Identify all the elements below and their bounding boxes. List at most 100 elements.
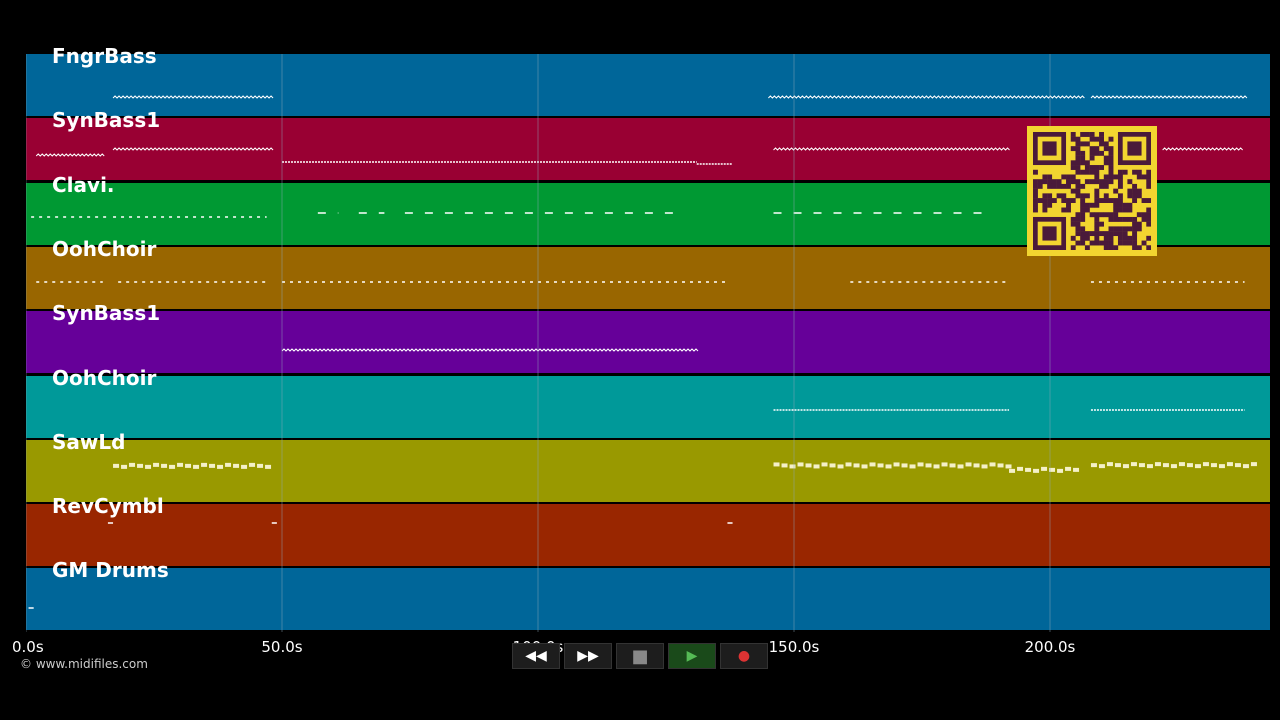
qr-module [1132, 231, 1138, 237]
qr-module [1066, 183, 1071, 189]
qr-module [1089, 240, 1095, 246]
qr-module [1042, 207, 1048, 213]
qr-module [1051, 179, 1057, 185]
qr-module [1070, 136, 1076, 142]
play-button[interactable]: ▶ [668, 643, 716, 669]
qr-module [1080, 212, 1086, 218]
qr-module [1103, 235, 1109, 241]
qr-code-icon [1033, 132, 1151, 250]
note-region [31, 211, 984, 218]
qr-module [1094, 188, 1100, 194]
qr-module [1042, 198, 1048, 203]
transport-controls: ◀◀ ▶▶ ■ ▶ ● [510, 643, 770, 669]
qr-module [1146, 221, 1151, 227]
qr-module [1061, 183, 1067, 189]
qr-module [1141, 212, 1147, 218]
qr-module [1066, 207, 1071, 213]
qr-module [1070, 165, 1076, 170]
qr-module [1099, 136, 1104, 142]
qr-module [1070, 160, 1076, 166]
qr-module [1117, 216, 1123, 222]
rewind-button[interactable]: ◀◀ [512, 643, 560, 669]
qr-module [1146, 235, 1151, 241]
qr-module [1061, 193, 1067, 199]
note-block [1178, 461, 1185, 466]
qr-module [1099, 231, 1104, 237]
note-block [1242, 463, 1249, 468]
note-block [877, 463, 884, 468]
qr-module [1136, 226, 1142, 232]
qr-module [1070, 221, 1076, 227]
qr-module [1089, 132, 1095, 137]
qr-module [1070, 132, 1076, 137]
qr-module [1075, 193, 1081, 199]
qr-module [1094, 146, 1100, 152]
qr-module [1113, 216, 1119, 222]
qr-module [1099, 183, 1104, 189]
qr-module [1094, 174, 1100, 180]
qr-module [1099, 165, 1104, 170]
qr-module [1108, 160, 1114, 166]
qr-module [1070, 146, 1076, 152]
qr-module [1108, 212, 1114, 218]
note-region [36, 281, 1245, 283]
note-block [177, 462, 184, 467]
track-lane[interactable]: OohChoir [26, 366, 1270, 438]
qr-module [1037, 198, 1043, 203]
qr-module [1132, 169, 1138, 175]
qr-module [1033, 169, 1038, 175]
track-lane[interactable]: OohChoir [26, 237, 1270, 309]
qr-module [1075, 141, 1081, 147]
qr-module [1094, 216, 1100, 222]
qr-code[interactable] [1027, 126, 1157, 256]
qr-module [1094, 193, 1100, 199]
qr-module [1056, 193, 1062, 199]
note-block [257, 463, 264, 468]
qr-module [1094, 240, 1100, 246]
track-name-label: OohChoir [52, 236, 157, 261]
qr-finder [1042, 141, 1057, 156]
track-lane[interactable]: SynBass1 [26, 301, 1270, 374]
note-block [193, 464, 200, 469]
qr-module [1075, 212, 1081, 218]
qr-module [1051, 183, 1057, 189]
note-block [1186, 462, 1193, 467]
qr-module [1108, 150, 1114, 156]
note-block [1146, 463, 1153, 468]
qr-module [1146, 183, 1151, 189]
stop-button[interactable]: ■ [616, 643, 664, 669]
qr-module [1075, 240, 1081, 246]
qr-module [1113, 212, 1119, 218]
qr-module [1099, 198, 1104, 203]
qr-module [1047, 174, 1053, 180]
track-lane[interactable]: SawLd [26, 430, 1270, 502]
qr-module [1075, 226, 1081, 232]
qr-module [1033, 193, 1038, 199]
qr-module [1099, 221, 1104, 227]
track-lane[interactable]: RevCymbl [26, 494, 1270, 567]
qr-module [1103, 141, 1109, 147]
qr-module [1094, 221, 1100, 227]
note-run [35, 153, 105, 158]
note-block [201, 462, 208, 467]
qr-module [1080, 150, 1086, 156]
qr-module [1094, 169, 1100, 175]
qr-module [1132, 240, 1138, 246]
qr-module [1033, 183, 1038, 189]
track-lane[interactable]: FngrBass [26, 44, 1270, 116]
qr-module [1117, 226, 1123, 232]
qr-module [1075, 183, 1081, 189]
track-lane[interactable]: GM Drums [26, 558, 1270, 631]
qr-module [1099, 212, 1104, 218]
qr-module [1084, 202, 1090, 208]
note-block [1226, 461, 1233, 466]
fast-forward-icon: ▶▶ [577, 648, 599, 664]
qr-module [1084, 179, 1090, 185]
note-region [773, 408, 1245, 411]
record-button[interactable]: ● [720, 643, 768, 669]
fast-forward-button[interactable]: ▶▶ [564, 643, 612, 669]
qr-module [1108, 226, 1114, 232]
qr-module [1127, 226, 1133, 232]
qr-module [1136, 193, 1142, 199]
note-block [925, 463, 932, 468]
